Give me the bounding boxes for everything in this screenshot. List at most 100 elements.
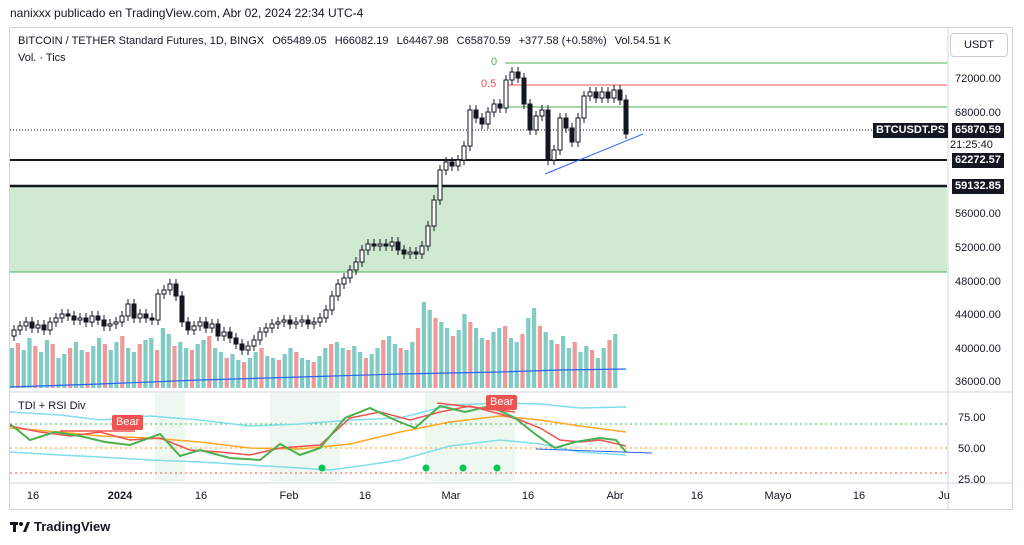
price-axis-label: 48000.00 [955,276,1001,288]
tdi-indicator-label[interactable]: TDI + RSI Div [18,400,86,412]
volume-bar [566,348,571,388]
candle-body [341,277,347,285]
chart-frame[interactable] [9,27,1013,510]
volume-bar [543,332,548,388]
volume-bar [172,346,177,388]
time-axis-label: Mar [442,490,461,502]
candle-body [95,315,101,321]
candle-body [11,329,17,337]
price-axis-label: 68000.00 [955,107,1001,119]
volume-bar [503,326,508,388]
time-axis-label: 16 [853,490,865,502]
volume-bar [607,340,612,388]
candle-body [17,325,23,331]
candle-body [521,77,527,105]
candle-body [611,89,617,99]
volume-bar [178,342,183,388]
candle-body [143,313,149,319]
time-axis-label: 16 [359,490,371,502]
tdi-axis-label: 50.00 [958,443,986,455]
volume-bar [561,336,566,388]
tradingview-footer[interactable]: TradingView [10,519,110,534]
volume-bar [218,352,223,388]
candle-body [317,317,323,323]
legend-volume-indicator[interactable]: Vol. · Tics [18,52,66,64]
volume-bar [44,340,49,388]
volume-bar [166,334,171,388]
volume-bar [601,348,606,388]
currency-button[interactable]: USDT [950,33,1008,57]
footer-brand: TradingView [34,519,111,534]
candle-body [443,161,449,171]
volume-bar [56,358,61,388]
volume-bar [532,308,537,388]
candle-body [65,313,71,317]
candle-body [467,109,473,147]
volume-bar [497,328,502,388]
candle-body [179,295,185,323]
volume-bar [300,358,305,388]
candle-body [485,111,491,125]
candle-body [275,321,281,325]
candle-body [581,95,587,119]
candle-body [575,117,581,143]
volume-bar [537,326,542,388]
time-axis-label: 16 [691,490,703,502]
tdi-signal-dot [318,464,326,472]
candle-body [419,245,425,255]
candle-body [29,321,35,329]
volume-bar [595,358,600,388]
volume-bar [375,348,380,388]
tdi-signal-dot [422,464,430,472]
last-price-tag: 65870.59 [952,123,1004,138]
bear-div-line-2 [436,402,516,413]
volume-bar [526,318,531,388]
time-axis-label: 2024 [108,490,133,502]
volume-bar [294,352,299,388]
price-axis-labels: 72000.00 68000.00 56000.00 52000.00 48000.00… [955,73,1001,388]
volume-bar [33,346,38,388]
tdi-signal-dot [493,464,501,472]
volume-bar [224,358,229,388]
candle-body [89,315,95,323]
volume-bar [398,348,403,388]
volume-bar [253,352,258,388]
candle-body [461,145,467,161]
volume-bar [137,344,142,388]
volume-bar [149,338,154,388]
volume-bar [73,342,78,388]
time-axis-labels: 16 2024 16 Feb 16 Mar 16 Abr 16 Mayo 16 Ju [27,490,950,502]
volume-bar [102,344,107,388]
candle-body [617,89,623,101]
candle-body [185,321,191,331]
candle-body [269,323,275,329]
volume-bar [276,360,281,388]
candle-body [359,249,365,263]
volume-bar [131,352,136,388]
candle-body [41,324,47,331]
volume-bar [520,334,525,388]
volume-bar [62,354,67,388]
bear-badge-1: Bear [112,415,144,430]
symbol-legend[interactable]: BITCOIN / TETHER Standard Futures, 1D, B… [18,35,676,64]
candle-body [107,323,113,327]
candle-body [53,317,59,323]
volume-bar [213,348,218,388]
volume-bar [358,352,363,388]
symbol-price-tag: BTCUSDT.PS [873,123,949,138]
volume-bar [184,348,189,388]
volume-bar [352,346,357,388]
volume-bar [416,328,421,388]
volume-bar [381,340,386,388]
candle-body [125,303,131,317]
demand-zone [10,186,947,272]
volume-bar [410,342,415,388]
candle-body [263,327,269,333]
volume-bar [491,332,496,388]
publisher-line: nanixxx publicado en TradingView.com, Ab… [10,6,364,20]
time-axis-label: Abr [606,490,623,502]
volume-bar [15,343,20,388]
tdi-highlight-1 [155,393,185,481]
candle-body [563,117,569,129]
